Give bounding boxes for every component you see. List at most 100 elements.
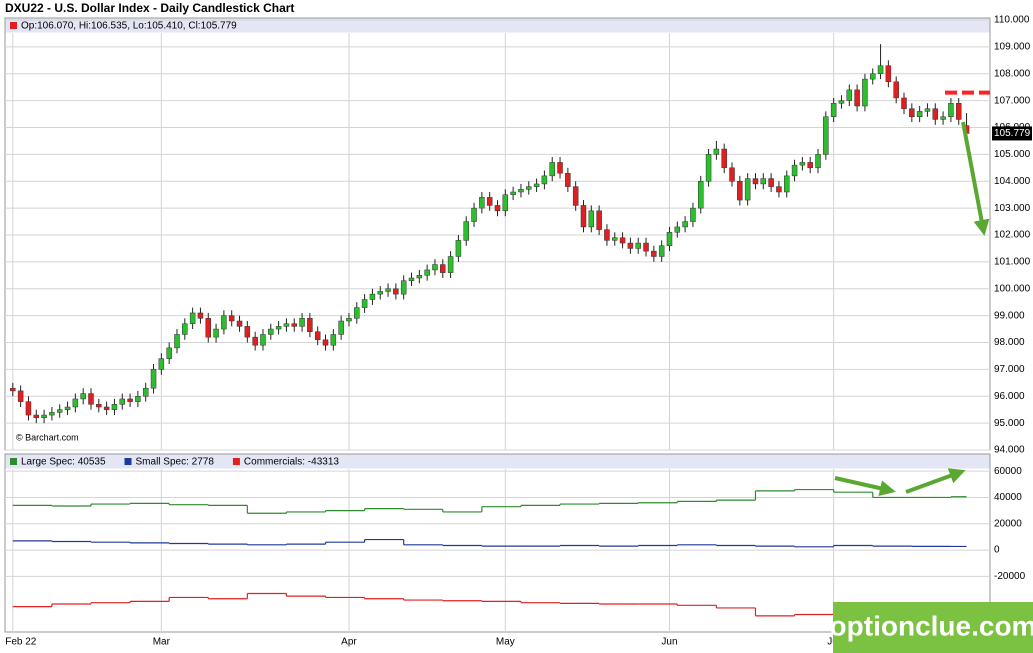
trend-arrow xyxy=(905,468,966,494)
candle-body xyxy=(25,401,32,416)
candle-body xyxy=(463,221,469,241)
y-tick-label: 103.000 xyxy=(994,203,1031,214)
y-tick-label: 97.000 xyxy=(994,364,1025,375)
candle-body xyxy=(635,242,641,249)
chart-title: DXU22 - U.S. Dollar Index - Daily Candle… xyxy=(5,1,294,15)
candle-body xyxy=(268,328,274,335)
legend-label: Small Spec: 2778 xyxy=(136,457,215,468)
brand-box xyxy=(833,602,1033,653)
candle-body xyxy=(447,256,454,273)
candle-body xyxy=(369,293,376,300)
candle-body xyxy=(10,387,16,392)
y-tick-label: 100.000 xyxy=(994,283,1031,294)
candle-body xyxy=(698,181,704,209)
candle-body xyxy=(119,398,126,405)
candle-body xyxy=(322,339,329,346)
candle-body xyxy=(830,103,837,117)
candle-body xyxy=(807,162,813,169)
brand: optionclue.com xyxy=(830,610,1033,641)
candle-body xyxy=(299,318,305,327)
y-tick-label: -20000 xyxy=(994,571,1026,582)
candle-body xyxy=(377,291,383,295)
candle-body xyxy=(815,154,821,169)
price-panel xyxy=(4,17,991,451)
candle-body xyxy=(252,336,258,346)
candle-body xyxy=(56,409,63,413)
candle-body xyxy=(361,299,368,308)
legend-band xyxy=(5,454,990,469)
candle-body xyxy=(307,318,313,332)
watermark: © Barchart.com xyxy=(16,432,79,442)
candle-body xyxy=(80,393,86,400)
legend-swatch xyxy=(10,22,17,29)
candle-body xyxy=(783,175,790,193)
y-tick-label: 110.000 xyxy=(994,15,1030,26)
candle-body xyxy=(682,221,688,228)
candle-body xyxy=(354,307,360,319)
candle-body xyxy=(596,210,602,230)
candle-body xyxy=(533,183,540,187)
candle-body xyxy=(854,89,860,107)
candle-body xyxy=(526,186,532,190)
candle-body xyxy=(869,73,876,80)
candle-body xyxy=(901,97,907,109)
y-tick-label: 96.000 xyxy=(994,391,1025,402)
candle-body xyxy=(549,162,555,177)
candle-body xyxy=(182,323,188,335)
candle-body xyxy=(916,111,923,117)
candle-body xyxy=(424,269,430,276)
candle-body xyxy=(791,164,798,177)
candle-body xyxy=(721,148,727,169)
candle-body xyxy=(510,191,516,195)
candle-body xyxy=(385,288,391,292)
legend-swatch xyxy=(124,458,132,465)
candle-body xyxy=(213,328,219,338)
candle-body xyxy=(189,312,196,324)
candle-body xyxy=(651,250,657,257)
y-tick-label: 109.000 xyxy=(994,42,1031,53)
candle-body xyxy=(64,406,71,410)
candle-body xyxy=(400,280,407,295)
candle-body xyxy=(479,197,485,209)
candle-body xyxy=(948,103,954,117)
candle-body xyxy=(877,65,884,74)
y-tick-label: 40000 xyxy=(994,492,1022,503)
candle-body xyxy=(408,277,415,281)
candle-body xyxy=(885,65,892,83)
y-tick-label: 99.000 xyxy=(994,310,1025,321)
legend-label: Large Spec: 40535 xyxy=(21,457,106,468)
candle-body xyxy=(346,318,352,322)
candle-body xyxy=(471,207,477,222)
candle-body xyxy=(494,205,501,212)
y-tick-label: 95.000 xyxy=(994,418,1025,429)
candle-body xyxy=(416,275,423,279)
candle-body xyxy=(72,398,79,408)
candle-body xyxy=(846,89,853,101)
y-tick-label: 94.000 xyxy=(994,445,1025,456)
candle-body xyxy=(158,358,165,370)
x-tick-label: Feb 22 xyxy=(5,637,37,648)
candle-body xyxy=(440,264,446,273)
candle-body xyxy=(17,390,24,402)
candle-body xyxy=(197,312,204,319)
x-tick-label: Apr xyxy=(341,637,357,648)
candle-body xyxy=(658,245,665,257)
candle-body xyxy=(111,404,118,410)
candle-body xyxy=(393,288,399,295)
candle-body xyxy=(135,396,141,402)
candle-body xyxy=(244,326,251,338)
candle-body xyxy=(557,162,563,174)
candle-body xyxy=(932,108,939,120)
legend-swatch xyxy=(232,458,240,465)
candle-body xyxy=(572,186,579,206)
candle-body xyxy=(862,78,868,107)
candle-body xyxy=(705,154,712,182)
candle-body xyxy=(338,320,344,335)
candle-body xyxy=(49,412,55,416)
candle-body xyxy=(627,242,634,249)
candle-body xyxy=(291,323,297,327)
last-price-box xyxy=(992,126,1032,141)
legend-swatch xyxy=(10,458,17,465)
